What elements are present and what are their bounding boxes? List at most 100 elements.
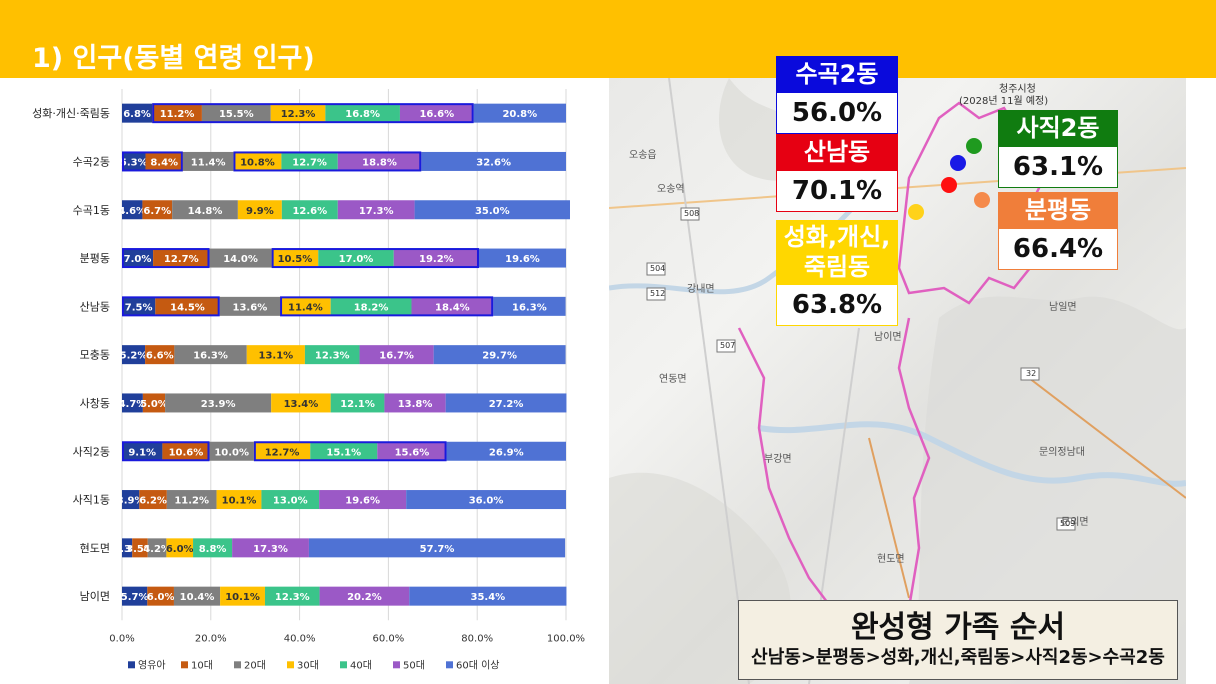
data-label: 12.3% [315,351,350,362]
badge-sajik2-name: 사직2동 [998,110,1118,146]
data-label: 15.5% [219,109,254,120]
bar-segment [122,345,146,365]
bar-segment [209,248,272,268]
badge-sannam-value: 70.1% [776,170,898,212]
bar-segment [281,151,338,171]
bar-segment [122,248,154,268]
category-label: 분평동 [80,252,110,265]
legend-swatch [340,661,347,669]
data-label: 32.6% [476,157,511,168]
bar-segment [433,345,566,365]
data-label: 17.3% [253,544,288,555]
map-label-munui-jeongnam: 문의정남대 [1039,447,1085,458]
map-label-gangnae: 강내면 [687,284,715,295]
map-label-osong-station: 오송역 [657,184,685,195]
data-label: 11.4% [191,157,226,168]
category-label: 산남동 [80,300,110,313]
legend-label: 30대 [297,659,319,671]
map-road-32: 32 [1026,369,1037,378]
legend-label: 영유아 [138,659,166,671]
legend-swatch [128,661,135,669]
bar-segment [162,441,210,461]
data-label: 19.6% [345,496,380,507]
badge-bunpyeong-name: 분평동 [998,192,1118,228]
data-label: 12.3% [275,592,310,603]
bar-segment [122,538,133,558]
data-label: 16.3% [512,302,547,313]
map-dot-seonghwa [908,204,924,220]
bar-segment [421,151,566,171]
category-label: 모충동 [80,349,110,362]
data-label: 35.0% [475,206,510,217]
legend-label: 10대 [191,659,213,671]
map-dot-sannam [941,177,957,193]
bar-segment [414,200,570,220]
bar-segment [142,393,166,413]
bar-segment [166,490,217,510]
map-road-504: 504 [650,264,666,273]
x-tick-label: 40.0% [284,633,316,644]
bar-segment [147,538,167,558]
data-label: 36.0% [469,496,504,507]
summary-order: 산남동>분평동>성화,개신,죽림동>사직2동>수곡2동 [751,647,1165,668]
badge-seonghwa-value: 63.8% [776,284,898,326]
data-label: 27.2% [489,399,524,410]
data-label: 6.7% [143,206,171,217]
bar-segment [493,296,566,316]
bar-segment [173,586,221,606]
data-label: 6.0% [166,544,194,555]
bar-segment [271,248,319,268]
highlight-box [233,151,422,172]
category-label: 사직1동 [73,494,110,507]
bar-segment [264,586,320,606]
bar-segment [473,103,566,123]
bar-segment [246,345,305,365]
data-label: 8.8% [199,544,227,555]
data-label: 13.6% [233,302,268,313]
data-label: 8.4% [150,157,178,168]
data-label: 17.0% [339,254,374,265]
bar-segment [145,151,183,171]
bar-segment [330,393,385,413]
legend-label: 60대 이상 [456,659,500,671]
data-label: 10.8% [240,157,275,168]
badge-sannam-name: 산남동 [776,134,898,170]
bar-segment [145,345,175,365]
bar-segment [359,345,434,365]
summary-title: 완성형 가족 순서 [850,610,1066,645]
x-tick-label: 80.0% [461,633,493,644]
highlight-box [253,441,447,462]
bar-segment [325,103,400,123]
legend-label: 20대 [244,659,266,671]
bar-segment [478,248,566,268]
bar-segment [330,296,412,316]
bar-segment [220,586,265,606]
map-label-nami: 남이면 [874,332,902,343]
data-label: 18.2% [354,302,389,313]
data-label: 12.7% [265,447,300,458]
highlight-box [122,248,210,269]
data-label: 26.9% [489,447,524,458]
data-label: 3.5% [126,544,154,555]
data-label: 15.6% [395,447,430,458]
x-tick-label: 60.0% [373,633,405,644]
data-label: 5.7% [121,592,149,603]
data-label: 13.4% [284,399,319,410]
bar-segment [172,200,238,220]
map-label-osong-eup: 오송읍 [629,150,657,161]
data-label: 7.0% [124,254,152,265]
data-label: 20.2% [347,592,382,603]
data-label: 18.4% [435,302,470,313]
bar-segment [308,538,566,558]
bar-segment [155,296,220,316]
data-label: 4.6% [118,206,146,217]
category-label: 현도면 [80,542,110,555]
category-label: 성화·개신·죽림동 [32,107,110,120]
header-bar: 1) 인구(동별 연령 인구) [0,0,1216,78]
bar-segment [409,586,567,606]
bar-segment [132,538,148,558]
bar-segment [122,441,163,461]
bar-segment [280,296,331,316]
map-dot-sajik2 [966,138,982,154]
data-label: 6.2% [139,496,167,507]
